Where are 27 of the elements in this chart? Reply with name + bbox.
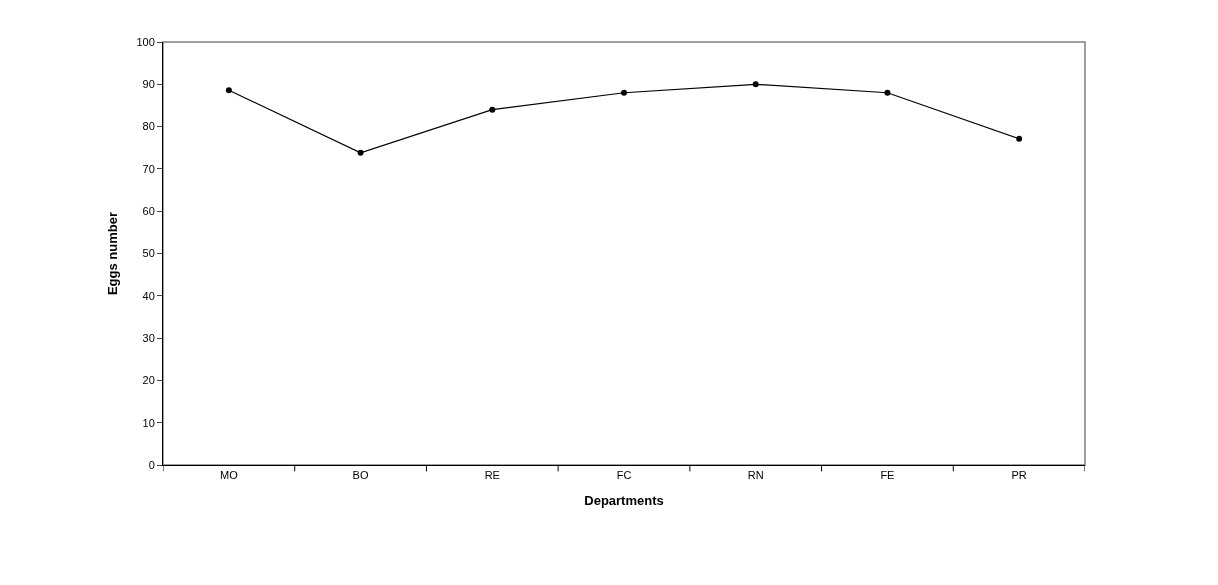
point (489, 106, 496, 113)
y-tick-label: 0 (148, 458, 155, 471)
y-tick-label: 80 (142, 120, 155, 133)
y-tick-label: 20 (142, 374, 155, 387)
x-tick-label: PR (1011, 469, 1027, 482)
point (357, 149, 364, 156)
point (225, 87, 232, 94)
point (1016, 135, 1023, 142)
x-tick-label: RN (747, 469, 764, 482)
x-tick-label: RE (484, 469, 500, 482)
point (621, 89, 627, 96)
y-tick-label: 60 (142, 205, 155, 218)
y-tick-label: 70 (142, 162, 155, 175)
y-tick-label: 90 (142, 78, 155, 91)
y-axis-title: Eggs number (105, 211, 121, 296)
y-tick-label: 30 (142, 331, 155, 344)
x-tick-label: FC (616, 469, 632, 482)
y-tick-label: 100 (136, 35, 155, 48)
x-tick-label: FE (880, 469, 895, 482)
point (752, 81, 759, 88)
y-tick-label: 40 (142, 289, 155, 302)
y-tick-label: 10 (142, 416, 155, 429)
x-tick-label: MO (219, 469, 239, 482)
x-tick-label: BO (352, 469, 369, 482)
point (884, 89, 891, 96)
x-axis-title: Departments (584, 492, 664, 508)
y-tick-label: 50 (142, 247, 155, 260)
